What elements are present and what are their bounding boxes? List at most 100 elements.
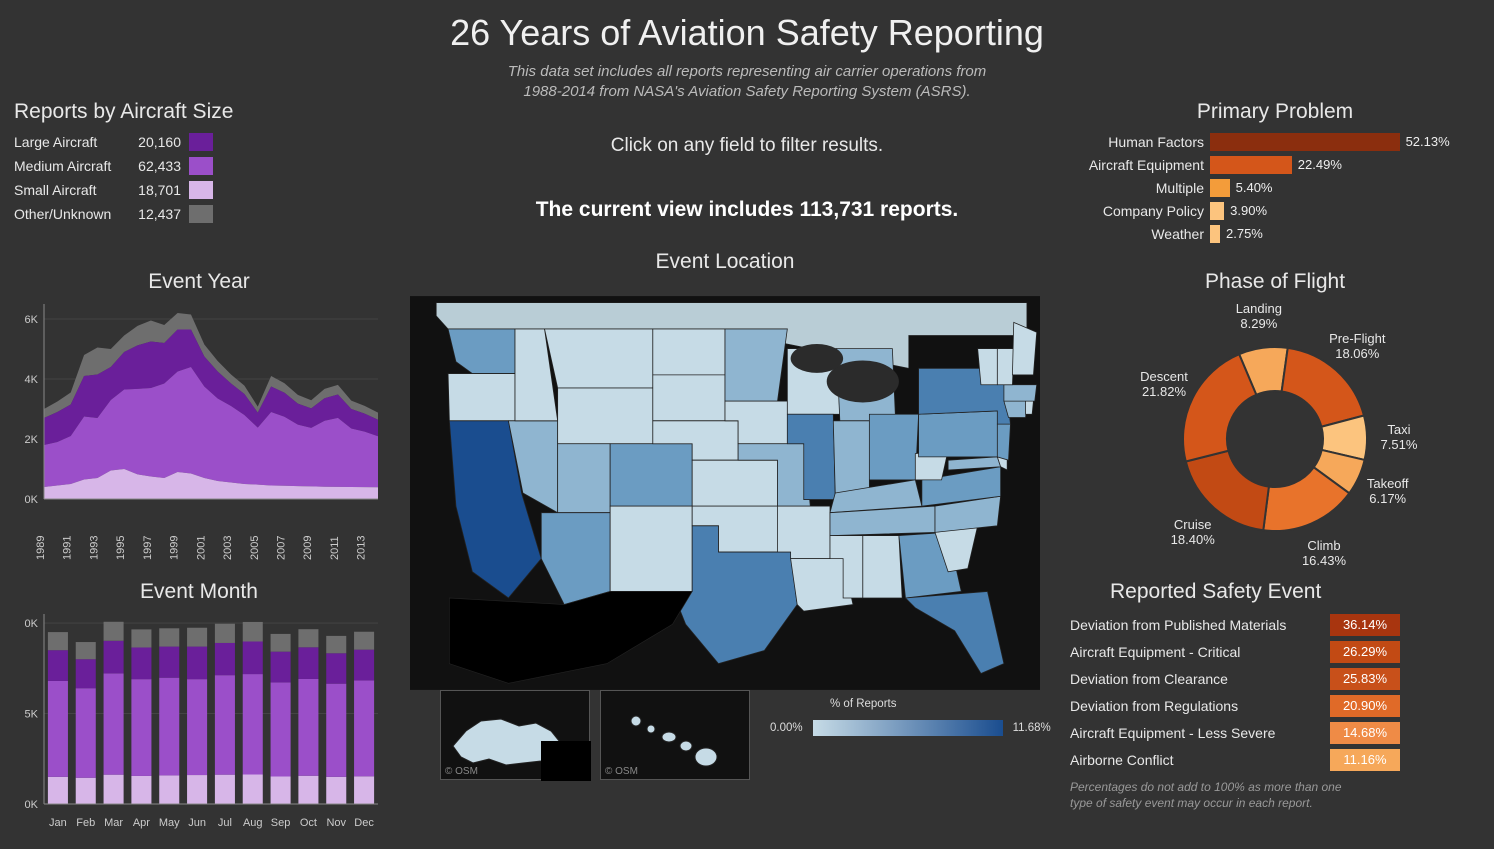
state-ND[interactable] xyxy=(653,329,725,375)
event-month-chart[interactable]: 0K5K0KJanFebMarAprMayJunJulAugSepOctNovD… xyxy=(14,604,384,834)
month-bar-seg[interactable] xyxy=(271,634,291,652)
state-VT[interactable] xyxy=(978,349,998,385)
month-bar-seg[interactable] xyxy=(131,647,151,679)
month-bar-seg[interactable] xyxy=(48,650,68,681)
month-bar-seg[interactable] xyxy=(187,775,207,804)
month-bar-seg[interactable] xyxy=(48,777,68,804)
pp-bar[interactable] xyxy=(1210,133,1400,151)
month-bar-seg[interactable] xyxy=(104,641,124,674)
month-bar-seg[interactable] xyxy=(76,659,96,688)
month-bar-seg[interactable] xyxy=(159,775,179,804)
event-year-chart[interactable]: 0K2K4K6K19891991199319951997199920012003… xyxy=(14,294,384,564)
alaska-inset[interactable]: © OSM xyxy=(440,690,590,780)
state-NM[interactable] xyxy=(610,506,692,591)
month-bar-seg[interactable] xyxy=(354,650,374,681)
event-month-panel[interactable]: Event Month 0K5K0KJanFebMarAprMayJunJulA… xyxy=(14,580,384,839)
primary-problem-row[interactable]: Human Factors52.13% xyxy=(1070,130,1480,153)
state-AL[interactable] xyxy=(863,536,902,598)
month-bar-seg[interactable] xyxy=(298,776,318,804)
state-ME[interactable] xyxy=(1012,322,1036,375)
safety-event-row[interactable]: Deviation from Published Materials36.14% xyxy=(1070,612,1480,637)
month-bar-seg[interactable] xyxy=(187,679,207,775)
state-KS[interactable] xyxy=(692,460,777,506)
pp-bar[interactable] xyxy=(1210,202,1224,220)
month-bar-seg[interactable] xyxy=(243,775,263,804)
month-bar-seg[interactable] xyxy=(243,674,263,774)
safety-event-row[interactable]: Deviation from Clearance25.83% xyxy=(1070,666,1480,691)
month-bar-seg[interactable] xyxy=(215,624,235,643)
month-bar-seg[interactable] xyxy=(215,775,235,804)
month-bar-seg[interactable] xyxy=(76,642,96,659)
state-OH[interactable] xyxy=(869,414,918,480)
month-bar-seg[interactable] xyxy=(131,776,151,804)
month-bar-seg[interactable] xyxy=(298,679,318,776)
safety-event-row[interactable]: Aircraft Equipment - Critical26.29% xyxy=(1070,639,1480,664)
month-bar-seg[interactable] xyxy=(354,680,374,776)
aircraft-size-row[interactable]: Medium Aircraft62,433 xyxy=(14,154,274,178)
safety-event-row[interactable]: Aircraft Equipment - Less Severe14.68% xyxy=(1070,720,1480,745)
month-bar-seg[interactable] xyxy=(354,776,374,804)
event-year-panel[interactable]: Event Year 0K2K4K6K198919911993199519971… xyxy=(14,270,384,569)
hawaii-inset[interactable]: © OSM xyxy=(600,690,750,780)
month-bar-seg[interactable] xyxy=(326,684,346,777)
month-bar-seg[interactable] xyxy=(243,642,263,675)
month-bar-seg[interactable] xyxy=(104,622,124,641)
state-MT[interactable] xyxy=(545,329,653,388)
month-bar-seg[interactable] xyxy=(187,628,207,647)
state-WY[interactable] xyxy=(558,388,653,444)
state-CO[interactable] xyxy=(610,444,692,506)
aircraft-size-row[interactable]: Other/Unknown12,437 xyxy=(14,202,274,226)
phase-of-flight-panel[interactable]: Phase of Flight Landing8.29%Pre-Flight18… xyxy=(1070,270,1480,570)
month-bar-seg[interactable] xyxy=(48,681,68,777)
month-bar-seg[interactable] xyxy=(131,629,151,647)
month-bar-seg[interactable] xyxy=(326,777,346,804)
month-bar-seg[interactable] xyxy=(76,688,96,778)
state-UT[interactable] xyxy=(558,444,611,513)
primary-problem-row[interactable]: Company Policy3.90% xyxy=(1070,199,1480,222)
month-bar-seg[interactable] xyxy=(271,652,291,683)
month-bar-seg[interactable] xyxy=(326,636,346,653)
map-panel[interactable]: Event Location © OSM © OSM 0.00% 11.68% … xyxy=(410,250,1040,713)
month-bar-seg[interactable] xyxy=(159,647,179,678)
month-bar-seg[interactable] xyxy=(243,622,263,642)
state-IN[interactable] xyxy=(833,421,869,493)
state-NJ[interactable] xyxy=(997,424,1010,460)
primary-problem-panel[interactable]: Primary Problem Human Factors52.13%Aircr… xyxy=(1070,100,1480,245)
primary-problem-row[interactable]: Aircraft Equipment22.49% xyxy=(1070,153,1480,176)
safety-event-row[interactable]: Airborne Conflict11.16% xyxy=(1070,747,1480,772)
month-bar-seg[interactable] xyxy=(271,682,291,776)
primary-problem-row[interactable]: Multiple5.40% xyxy=(1070,176,1480,199)
month-bar-seg[interactable] xyxy=(354,632,374,650)
month-bar-seg[interactable] xyxy=(187,647,207,680)
month-bar-seg[interactable] xyxy=(159,678,179,776)
month-bar-seg[interactable] xyxy=(131,679,151,776)
us-map[interactable] xyxy=(410,278,1040,708)
state-SD[interactable] xyxy=(653,375,725,421)
state-AR[interactable] xyxy=(778,506,831,559)
pp-bar[interactable] xyxy=(1210,179,1230,197)
month-bar-seg[interactable] xyxy=(104,673,124,774)
month-bar-seg[interactable] xyxy=(48,632,68,650)
month-bar-seg[interactable] xyxy=(298,629,318,647)
month-bar-seg[interactable] xyxy=(326,653,346,683)
aircraft-size-row[interactable]: Large Aircraft20,160 xyxy=(14,130,274,154)
state-PA[interactable] xyxy=(919,411,998,457)
state-MN[interactable] xyxy=(725,329,787,401)
state-MA[interactable] xyxy=(1004,385,1037,401)
month-bar-seg[interactable] xyxy=(215,643,235,675)
safety-event-row[interactable]: Deviation from Regulations20.90% xyxy=(1070,693,1480,718)
state-OR[interactable] xyxy=(448,374,515,421)
state-RI[interactable] xyxy=(1026,401,1034,414)
month-bar-seg[interactable] xyxy=(298,647,318,679)
month-bar-seg[interactable] xyxy=(159,628,179,646)
month-bar-seg[interactable] xyxy=(76,778,96,804)
aircraft-size-row[interactable]: Small Aircraft18,701 xyxy=(14,178,274,202)
pp-bar[interactable] xyxy=(1210,225,1220,243)
pp-bar[interactable] xyxy=(1210,156,1292,174)
primary-problem-row[interactable]: Weather2.75% xyxy=(1070,222,1480,245)
state-NH[interactable] xyxy=(997,349,1013,385)
safety-event-panel[interactable]: Reported Safety Event Deviation from Pub… xyxy=(1070,580,1480,811)
month-bar-seg[interactable] xyxy=(271,776,291,804)
month-bar-seg[interactable] xyxy=(104,775,124,804)
month-bar-seg[interactable] xyxy=(215,675,235,775)
